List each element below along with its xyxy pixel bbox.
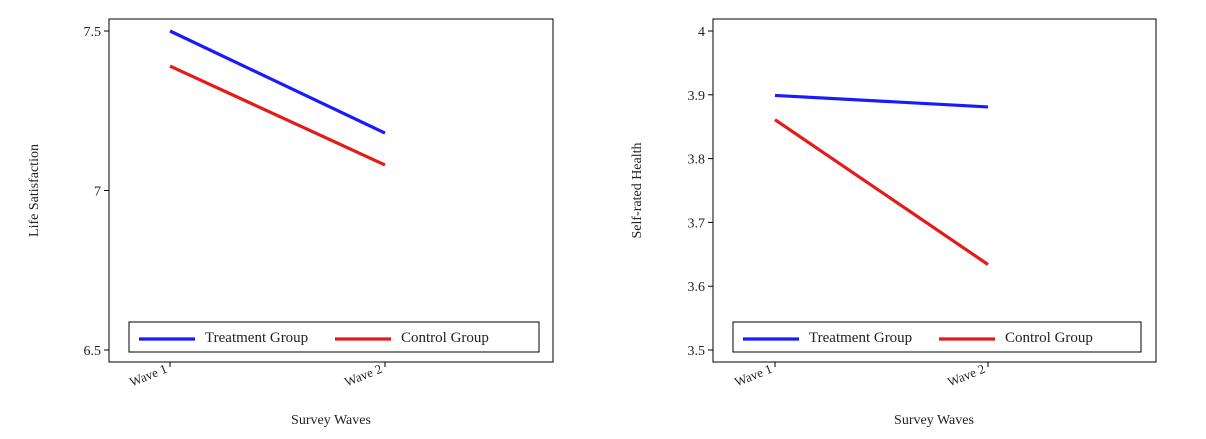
life-series-treatment-line xyxy=(169,29,386,135)
life-legend xyxy=(128,321,540,353)
health-x-tick-label: Wave 2 xyxy=(945,361,987,390)
life-legend-label: Treatment Group xyxy=(205,330,308,346)
life-plot-frame xyxy=(108,18,554,363)
chart-life-satisfaction: 6.5 7 7.5 Life Satisfaction Wave 1 Wave 2 Surv… xyxy=(27,18,554,428)
life-legend-label: Control Group xyxy=(401,330,489,346)
health-series-treatment-line xyxy=(774,93,989,109)
life-x-tick-label: Wave 1 xyxy=(127,361,169,390)
life-y-tick-label: 7 xyxy=(94,185,101,200)
life-x-tick-label: Wave 2 xyxy=(342,361,384,390)
life-y-tick-label: 6.5 xyxy=(84,344,102,359)
health-x-tick-label: Wave 1 xyxy=(732,361,774,390)
chart-self-rated-health: 3.5 3.6 3.7 3.8 3.9 4 Self-rated Health Wave 1 W… xyxy=(603,0,1206,439)
chart-life-satisfaction-svg: 6.5 7 7.5 Life Satisfaction Wave 1 Wave 2 Surv… xyxy=(27,18,554,428)
health-x-axis-title: Survey Waves xyxy=(894,413,974,428)
life-y-axis-title: Life Satisfaction xyxy=(27,144,42,237)
health-series-control-line xyxy=(774,118,989,266)
chart-self-rated-health-svg: 3.5 3.6 3.7 3.8 3.9 4 Self-rated Health Wave 1 W… xyxy=(630,18,1157,428)
health-legend xyxy=(732,321,1142,353)
health-y-tick-label: 3.6 xyxy=(688,280,706,295)
health-y-tick-label: 4 xyxy=(698,25,705,40)
health-y-tick-label: 3.9 xyxy=(688,89,706,104)
health-legend-label: Control Group xyxy=(1005,330,1093,346)
health-y-tick-label: 3.5 xyxy=(688,344,706,359)
health-legend-label: Treatment Group xyxy=(809,330,912,346)
health-plot-frame xyxy=(712,18,1157,363)
life-series-control-line xyxy=(169,64,386,167)
life-y-tick-label: 7.5 xyxy=(84,25,102,40)
health-y-tick-label: 3.7 xyxy=(688,216,706,231)
life-x-axis-title: Survey Waves xyxy=(291,413,371,428)
health-y-axis-title: Self-rated Health xyxy=(630,142,645,238)
health-y-tick-label: 3.8 xyxy=(688,153,706,168)
